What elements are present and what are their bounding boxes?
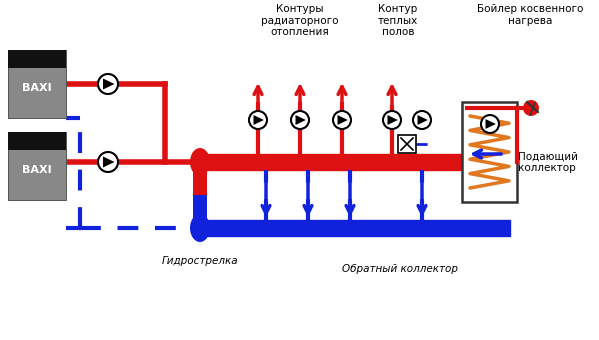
Bar — [398, 135, 416, 153]
Bar — [8, 132, 66, 200]
Polygon shape — [103, 79, 114, 89]
Circle shape — [98, 74, 118, 94]
Circle shape — [481, 115, 499, 133]
Text: Подающий
коллектор: Подающий коллектор — [518, 151, 578, 173]
Circle shape — [98, 152, 118, 172]
Bar — [193, 162, 207, 195]
Circle shape — [249, 111, 267, 129]
Circle shape — [383, 111, 401, 129]
Bar — [8, 132, 66, 150]
Text: Обратный коллектор: Обратный коллектор — [342, 264, 458, 274]
Bar — [193, 195, 207, 228]
Circle shape — [523, 100, 539, 116]
Polygon shape — [486, 119, 496, 129]
Polygon shape — [337, 115, 348, 125]
Polygon shape — [253, 115, 264, 125]
Polygon shape — [418, 115, 428, 125]
Polygon shape — [388, 115, 398, 125]
Bar — [8, 50, 66, 68]
Text: Контуры
радиаторного
отопления: Контуры радиаторного отопления — [261, 4, 339, 37]
Polygon shape — [103, 156, 114, 168]
Bar — [200, 220, 510, 236]
Text: BAXI: BAXI — [22, 83, 52, 93]
Text: BAXI: BAXI — [22, 165, 52, 175]
Ellipse shape — [190, 148, 210, 176]
Text: Гидрострелка: Гидрострелка — [162, 256, 238, 266]
Polygon shape — [295, 115, 306, 125]
Circle shape — [291, 111, 309, 129]
Text: Контур
теплых
полов: Контур теплых полов — [378, 4, 418, 37]
Circle shape — [333, 111, 351, 129]
Circle shape — [413, 111, 431, 129]
Bar — [8, 50, 66, 118]
Bar — [200, 154, 510, 170]
Bar — [462, 102, 517, 202]
Text: Бойлер косвенного
нагрева: Бойлер косвенного нагрева — [477, 4, 583, 26]
Ellipse shape — [190, 214, 210, 242]
